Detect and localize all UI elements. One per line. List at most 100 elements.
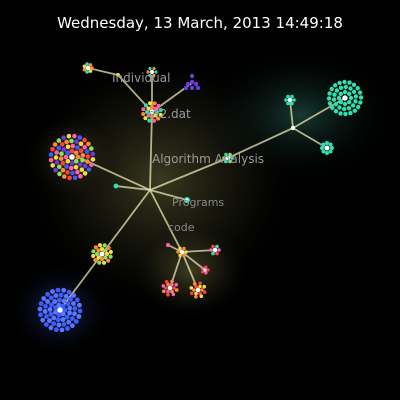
ef2-cluster-node[interactable] bbox=[156, 116, 161, 121]
multicolor-cluster-node[interactable] bbox=[75, 154, 81, 160]
orange-cluster-node[interactable] bbox=[202, 290, 207, 294]
multicolor-cluster-node[interactable] bbox=[68, 165, 74, 171]
multicolor-cluster-node[interactable] bbox=[64, 164, 69, 169]
teal-mini-cluster-node[interactable] bbox=[286, 101, 290, 106]
multicolor-cluster-node[interactable] bbox=[69, 138, 74, 144]
blue-cluster-node[interactable] bbox=[45, 291, 50, 297]
multicolor-cluster-node[interactable] bbox=[61, 135, 66, 140]
multicolor-cluster-node[interactable] bbox=[75, 169, 80, 175]
purple-node[interactable] bbox=[185, 81, 191, 87]
side-node[interactable] bbox=[113, 183, 119, 189]
orange-cluster-node[interactable] bbox=[199, 294, 204, 299]
teal-cluster-node[interactable] bbox=[358, 100, 363, 105]
yellow-cluster-node[interactable] bbox=[103, 255, 108, 260]
blue-cluster-node[interactable] bbox=[70, 323, 75, 329]
multicolor-cluster-node[interactable] bbox=[78, 141, 84, 147]
ef2-cluster-node[interactable] bbox=[147, 118, 152, 123]
multicolor-cluster-node[interactable] bbox=[64, 139, 69, 145]
ef2-cluster-node[interactable] bbox=[145, 110, 149, 114]
pink-cluster-node[interactable] bbox=[215, 244, 219, 249]
teal-cluster-node[interactable] bbox=[326, 96, 332, 101]
yellow-cluster-node[interactable] bbox=[91, 249, 96, 254]
blue-cluster-node[interactable] bbox=[47, 307, 53, 312]
ef2-cluster-node[interactable] bbox=[153, 106, 158, 111]
label-individual[interactable]: Individual bbox=[112, 71, 170, 85]
ef2-cluster-node[interactable] bbox=[143, 103, 148, 108]
multicolor-cluster-node[interactable] bbox=[53, 167, 58, 173]
yellow-cluster-node[interactable] bbox=[96, 255, 101, 260]
blue-cluster-node[interactable] bbox=[37, 306, 43, 312]
teal-cluster-node[interactable] bbox=[347, 100, 352, 105]
multicolor-cluster-node[interactable] bbox=[62, 174, 67, 179]
orange-cluster-node[interactable] bbox=[194, 284, 198, 289]
purple-node[interactable] bbox=[195, 85, 201, 91]
blue-cluster-node[interactable] bbox=[60, 317, 66, 322]
teal-cluster-node[interactable] bbox=[327, 101, 333, 106]
multicolor-cluster-node[interactable] bbox=[75, 145, 80, 150]
red-cluster-node[interactable] bbox=[170, 289, 174, 294]
teal-small-cluster-node[interactable] bbox=[330, 146, 334, 150]
purple-node[interactable] bbox=[193, 81, 199, 87]
individual-cluster-node[interactable] bbox=[85, 62, 89, 66]
individual-cluster-center[interactable] bbox=[85, 65, 91, 71]
blue-cluster-node[interactable] bbox=[57, 297, 62, 303]
red-cluster-node[interactable] bbox=[166, 292, 170, 297]
teal-cluster-node[interactable] bbox=[333, 83, 338, 88]
orange-cluster-node[interactable] bbox=[200, 288, 204, 292]
blue-cluster-node[interactable] bbox=[68, 296, 73, 302]
multicolor-cluster-node[interactable] bbox=[73, 158, 79, 164]
blue-cluster-node[interactable] bbox=[56, 322, 62, 328]
blue-cluster-node[interactable] bbox=[71, 301, 76, 306]
teal-cluster-node[interactable] bbox=[343, 111, 348, 117]
ef2-cluster-node[interactable] bbox=[146, 106, 151, 111]
yellow-cluster-node[interactable] bbox=[102, 243, 107, 248]
teal-cluster-node[interactable] bbox=[342, 101, 348, 107]
yellow-cluster-node[interactable] bbox=[104, 251, 110, 257]
blue-cluster-node[interactable] bbox=[53, 309, 58, 315]
top-mini-cluster-node[interactable] bbox=[152, 66, 156, 71]
code-cluster-node[interactable] bbox=[178, 246, 182, 251]
blue-cluster-node[interactable] bbox=[55, 287, 61, 293]
algorithm-cluster-node[interactable] bbox=[228, 152, 232, 157]
teal-cluster-node[interactable] bbox=[337, 80, 342, 86]
teal-cluster-node[interactable] bbox=[330, 105, 335, 111]
blue-cluster-node[interactable] bbox=[59, 327, 65, 333]
multicolor-cluster-node[interactable] bbox=[65, 150, 71, 156]
orange-cluster-node[interactable] bbox=[194, 291, 198, 296]
red-mini-cluster-node[interactable] bbox=[201, 266, 205, 270]
purple-node[interactable] bbox=[189, 85, 195, 91]
multicolor-cluster-node[interactable] bbox=[82, 171, 88, 176]
multicolor-cluster-node[interactable] bbox=[66, 133, 72, 139]
multicolor-cluster-node[interactable] bbox=[67, 175, 72, 181]
blue-cluster-node[interactable] bbox=[48, 325, 54, 331]
orange-cluster-node[interactable] bbox=[192, 282, 197, 286]
orange-cluster-node[interactable] bbox=[198, 284, 202, 289]
multicolor-cluster-node[interactable] bbox=[70, 170, 75, 176]
pink-cluster-node[interactable] bbox=[215, 251, 219, 256]
multicolor-cluster-node[interactable] bbox=[70, 143, 76, 149]
code-node[interactable] bbox=[166, 243, 170, 247]
multicolor-cluster-node[interactable] bbox=[56, 138, 62, 143]
multicolor-cluster-node[interactable] bbox=[63, 154, 69, 160]
teal-mini-cluster-node[interactable] bbox=[284, 98, 288, 102]
multicolor-cluster-node[interactable] bbox=[78, 174, 83, 179]
teal-cluster-node[interactable] bbox=[353, 99, 358, 104]
teal-cluster-node[interactable] bbox=[357, 90, 363, 95]
orange-cluster-node[interactable] bbox=[192, 288, 196, 292]
orange-cluster-node[interactable] bbox=[202, 284, 206, 289]
purple-node[interactable] bbox=[183, 85, 189, 91]
orange-cluster-center[interactable] bbox=[195, 287, 201, 293]
blue-cluster-node[interactable] bbox=[77, 302, 82, 308]
individual-cluster-node[interactable] bbox=[88, 69, 93, 73]
teal-cluster-node[interactable] bbox=[348, 86, 353, 91]
teal-cluster-node[interactable] bbox=[350, 103, 356, 108]
ef2-cluster-node[interactable] bbox=[141, 107, 146, 112]
algorithm-cluster-node[interactable] bbox=[224, 152, 228, 157]
top-mini-cluster-center[interactable] bbox=[149, 69, 155, 75]
multicolor-cluster-node[interactable] bbox=[82, 163, 88, 169]
ef2-cluster-node[interactable] bbox=[158, 108, 163, 112]
multicolor-cluster-node[interactable] bbox=[78, 148, 84, 154]
algorithm-cluster-center[interactable] bbox=[225, 155, 231, 161]
ef2-cluster-node[interactable] bbox=[152, 101, 157, 106]
blue-cluster-node[interactable] bbox=[47, 318, 52, 324]
